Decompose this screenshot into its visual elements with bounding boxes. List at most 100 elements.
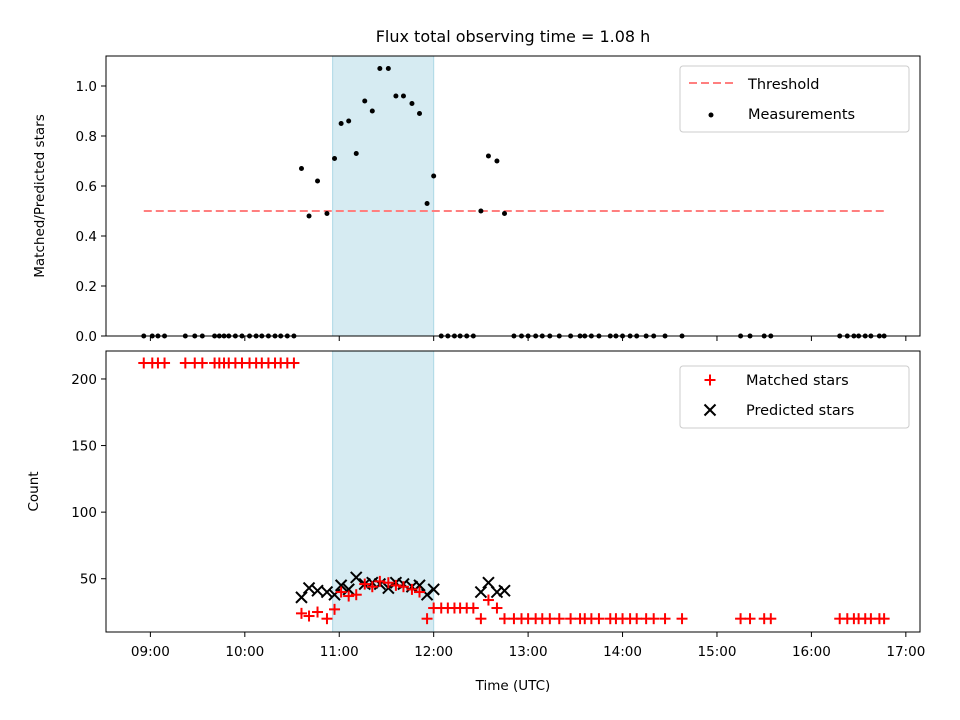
predicted-star-point xyxy=(350,571,363,584)
y-tick-label: 150 xyxy=(71,439,97,455)
matched-star-point xyxy=(676,613,688,625)
y-tick-label: 0.0 xyxy=(76,329,97,345)
matched-star-point xyxy=(321,613,333,625)
legend-predicted-swatch xyxy=(703,403,717,417)
matched-star-point xyxy=(366,581,378,593)
matched-star-point xyxy=(374,575,386,587)
bottom-y-ticks: 50 100 150 200 xyxy=(71,372,106,588)
measurement-point xyxy=(298,166,304,171)
x-tick-label: 14:00 xyxy=(603,644,642,660)
x-marker-b xyxy=(490,585,504,599)
matched-star-point xyxy=(467,602,479,614)
x-marker-b xyxy=(703,403,717,417)
matched-star-point xyxy=(343,590,355,602)
top-axes-frame xyxy=(105,55,921,337)
matched-star-point xyxy=(288,357,300,369)
measurement-point xyxy=(478,208,484,214)
x-marker-b xyxy=(498,584,511,597)
legend-threshold-label: Threshold xyxy=(747,77,819,93)
x-tick-label: 16:00 xyxy=(792,644,831,660)
measurement-point xyxy=(417,111,423,116)
matched-star-point xyxy=(482,594,494,606)
bottom-legend-box xyxy=(679,365,910,429)
matched-star-point xyxy=(735,613,747,625)
measurement-point xyxy=(400,93,406,99)
measurement-point xyxy=(353,151,359,156)
measurement-point xyxy=(385,66,391,71)
matched-star-point xyxy=(878,613,890,625)
matched-star-point xyxy=(659,613,671,625)
bottom-legend: Matched stars Predicted stars xyxy=(679,365,910,429)
ratio-panel: 0.0 0.2 0.4 0.6 0.8 1.0 Matched/Predicted sta… xyxy=(32,55,921,345)
x-marker-b xyxy=(482,576,495,589)
x-tick-label: 11:00 xyxy=(320,644,359,660)
x-tick-label: 13:00 xyxy=(509,644,548,660)
legend-measurement-swatch xyxy=(708,112,714,118)
matched-star-point xyxy=(390,579,402,591)
measurement-point xyxy=(502,211,508,216)
matched-star-point xyxy=(303,610,315,622)
measurement-point xyxy=(324,211,330,216)
matched-star-point xyxy=(499,613,511,625)
measurement-point xyxy=(306,213,312,219)
matched-star-point xyxy=(491,602,503,614)
top-x-ticks xyxy=(149,336,907,341)
x-marker-b xyxy=(328,588,341,601)
matched-star-point xyxy=(329,603,341,615)
legend-matched-label: Matched stars xyxy=(746,373,849,389)
top-y-axis-label: Matched/Predicted stars xyxy=(32,114,48,277)
x-marker-b xyxy=(334,579,348,592)
x-marker-b xyxy=(427,583,440,596)
predicted-star-point xyxy=(295,591,308,604)
matched-star-point xyxy=(744,613,756,625)
predicted-star-point xyxy=(320,585,334,599)
bottom-x-ticks: 09:00 10:00 11:00 12:00 13:00 14:00 15:00 16:00… xyxy=(131,632,925,660)
x-marker-b xyxy=(295,591,308,604)
matched-star-point xyxy=(565,613,577,625)
matched-star-point xyxy=(312,606,324,618)
measurement-point xyxy=(346,118,352,124)
x-tick-label: 12:00 xyxy=(414,644,453,660)
x-marker-b xyxy=(320,585,334,599)
matched-star-point xyxy=(382,577,394,589)
y-tick-label: 100 xyxy=(71,505,97,521)
predicted-star-point xyxy=(474,585,488,599)
matched-star-point xyxy=(179,357,191,369)
legend-measurements-label: Measurements xyxy=(748,107,855,123)
predicted-star-point xyxy=(302,581,316,595)
y-tick-label: 0.6 xyxy=(76,179,97,195)
x-marker-b xyxy=(342,583,355,596)
legend-matched-swatch xyxy=(704,374,716,386)
matched-star-point xyxy=(414,586,426,598)
measurement-point xyxy=(393,93,399,99)
y-tick-label: 200 xyxy=(71,372,97,388)
measurement-point xyxy=(362,98,368,104)
measurement-point xyxy=(315,178,321,184)
measurement-point xyxy=(494,158,500,164)
x-tick-label: 15:00 xyxy=(698,644,737,660)
measurement-point xyxy=(431,173,437,179)
top-y-ticks: 0.0 0.2 0.4 0.6 0.8 1.0 xyxy=(76,79,106,345)
matched-star-point xyxy=(295,607,307,619)
predicted-star-point xyxy=(328,588,341,601)
bottom-axes-frame xyxy=(105,350,921,633)
measurement-point xyxy=(485,153,491,159)
x-marker-b xyxy=(474,585,488,599)
count-panel: 50 100 150 200 09:00 10:00 11:00 12:00 13:00 14:… xyxy=(26,350,925,694)
legend-predicted-label: Predicted stars xyxy=(746,403,854,419)
matched-star-point xyxy=(359,578,371,590)
chart-title: Flux total observing time = 1.08 h xyxy=(376,27,651,46)
matched-star-point xyxy=(553,613,565,625)
measurement-point xyxy=(369,108,375,114)
matched-star-point xyxy=(196,357,208,369)
matched-star-point xyxy=(397,581,409,593)
matched-star-point xyxy=(593,613,605,625)
measurement-point xyxy=(338,121,344,126)
x-tick-label: 09:00 xyxy=(131,644,170,660)
matched-star-point xyxy=(475,613,487,625)
top-legend-box xyxy=(679,65,910,133)
measurement-point xyxy=(377,66,383,71)
measurement-point xyxy=(332,156,338,161)
matched-star-point xyxy=(406,583,418,595)
